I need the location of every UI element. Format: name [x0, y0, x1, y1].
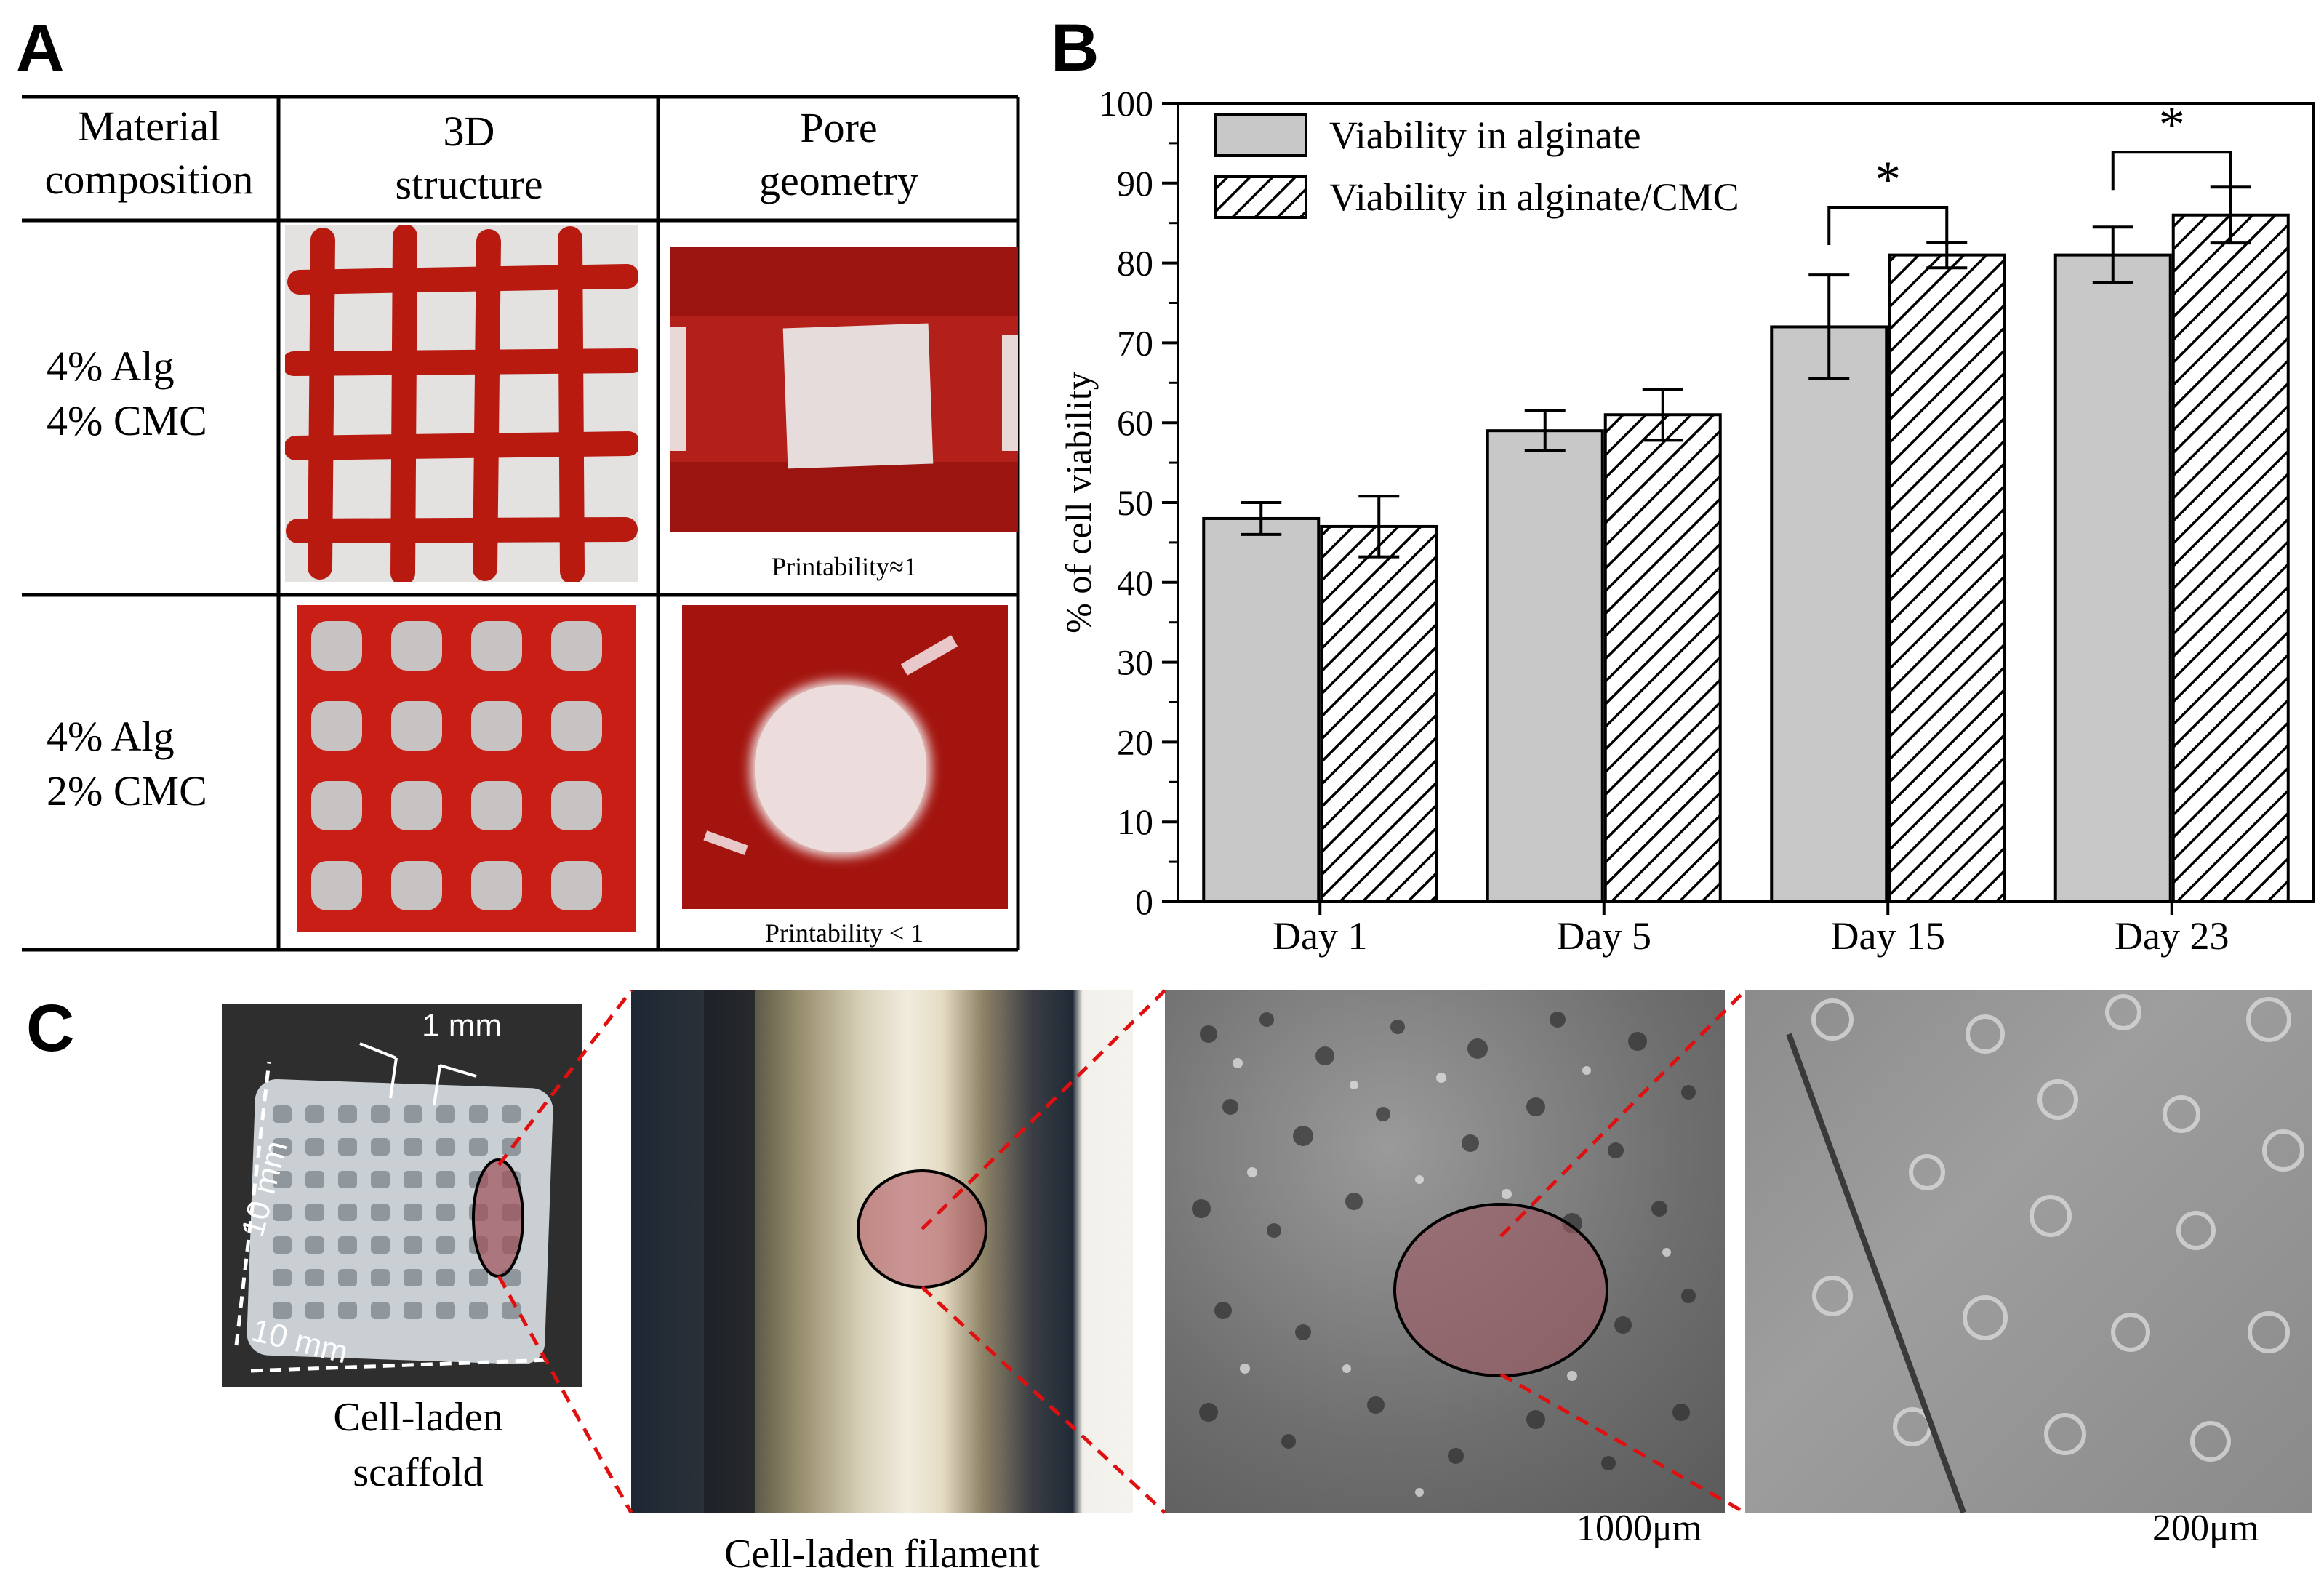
- y-tick-label: 80: [1117, 243, 1153, 284]
- header-material-line2: composition: [44, 155, 254, 203]
- scale-bar-1000um: 1000μm: [1576, 1508, 1702, 1549]
- y-axis-label: % of cell viability: [1058, 372, 1099, 633]
- scaffold-caption-line1: Cell-laden: [333, 1395, 503, 1440]
- header-material-line1: Material: [77, 103, 221, 150]
- y-tick-label: 50: [1117, 482, 1153, 523]
- row2-line2: 2% CMC: [47, 767, 207, 815]
- x-tick-label: Day 5: [1557, 914, 1651, 958]
- significance-star: *: [1875, 151, 1901, 209]
- panel-label-b: B: [1051, 11, 1099, 85]
- scaffold-caption: Cell-laden scaffold: [273, 1390, 564, 1500]
- micrograph-1000um: [1165, 990, 1725, 1513]
- header-pore-line1: Pore: [800, 104, 878, 151]
- y-tick-label: 20: [1117, 721, 1153, 762]
- bar: [1320, 524, 1438, 903]
- viability-bar-chart: 0 10 20 30 40 50 60 70 80 90 100 % of cell viabilit…: [1058, 83, 2315, 958]
- row2-3d-structure-photo: [297, 605, 636, 932]
- row2-composition: 4% Alg 2% CMC: [47, 709, 207, 819]
- y-tick-label: 60: [1117, 402, 1153, 443]
- row1-composition: 4% Alg 4% CMC: [47, 339, 207, 449]
- y-tick-label: 30: [1117, 642, 1153, 683]
- y-tick-label: 10: [1117, 801, 1153, 842]
- cell-laden-scaffold-photo: 1 mm 10 mm 10 mm: [222, 1004, 582, 1387]
- row1-pore-geometry-photo: [670, 247, 1018, 532]
- y-tick-label: 100: [1099, 83, 1153, 124]
- panel-label-c: C: [26, 991, 75, 1065]
- row2-pore-geometry-photo: [682, 605, 1008, 909]
- row1-printability: Printability≈1: [772, 552, 917, 581]
- bar: [1770, 325, 1888, 903]
- bar: [2053, 253, 2172, 903]
- legend-label: Viability in alginate: [1329, 113, 1641, 157]
- scaffold-caption-line2: scaffold: [353, 1449, 484, 1495]
- dimension-1mm: 1 mm: [422, 1008, 502, 1044]
- y-tick-label: 90: [1117, 163, 1153, 204]
- y-tick-label: 0: [1135, 881, 1153, 922]
- panel-a-table-grid: [22, 95, 1020, 952]
- legend-swatch: [1214, 175, 1307, 219]
- header-3d-structure: 3D structure: [280, 105, 658, 211]
- header-pore-geometry: Pore geometry: [660, 102, 1018, 207]
- legend-swatch: [1214, 113, 1307, 157]
- y-tick-label: 40: [1117, 562, 1153, 603]
- significance-star: *: [2159, 95, 2185, 153]
- bar: [1888, 253, 2006, 903]
- header-structure-line2: structure: [395, 160, 543, 208]
- significance-bracket: [2111, 151, 2232, 191]
- x-tick-label: Day 23: [2115, 914, 2229, 958]
- header-material-composition: Material composition: [22, 100, 276, 206]
- bar: [1202, 516, 1321, 903]
- row1-3d-structure-photo: [285, 225, 638, 582]
- scale-bar-200um: 200μm: [2152, 1508, 2259, 1549]
- y-tick-label: 70: [1117, 322, 1153, 363]
- bar: [1603, 413, 1722, 903]
- header-structure-line1: 3D: [443, 108, 495, 155]
- significance-bracket: [1827, 206, 1949, 246]
- bar: [1486, 429, 1604, 903]
- row2-printability: Printability < 1: [764, 918, 924, 948]
- x-tick-label: Day 15: [1831, 914, 1945, 958]
- micrograph-200um: [1745, 990, 2312, 1513]
- row2-line1: 4% Alg: [47, 713, 175, 760]
- row1-line2: 4% CMC: [47, 397, 207, 445]
- panel-label-a: A: [16, 11, 65, 85]
- header-pore-line2: geometry: [758, 156, 919, 204]
- row1-line1: 4% Alg: [47, 343, 175, 390]
- filament-caption: Cell-laden filament: [724, 1532, 1040, 1577]
- bar: [2171, 213, 2290, 904]
- legend-label: Viability in alginate/CMC: [1329, 175, 1739, 219]
- x-tick-label: Day 1: [1273, 914, 1367, 958]
